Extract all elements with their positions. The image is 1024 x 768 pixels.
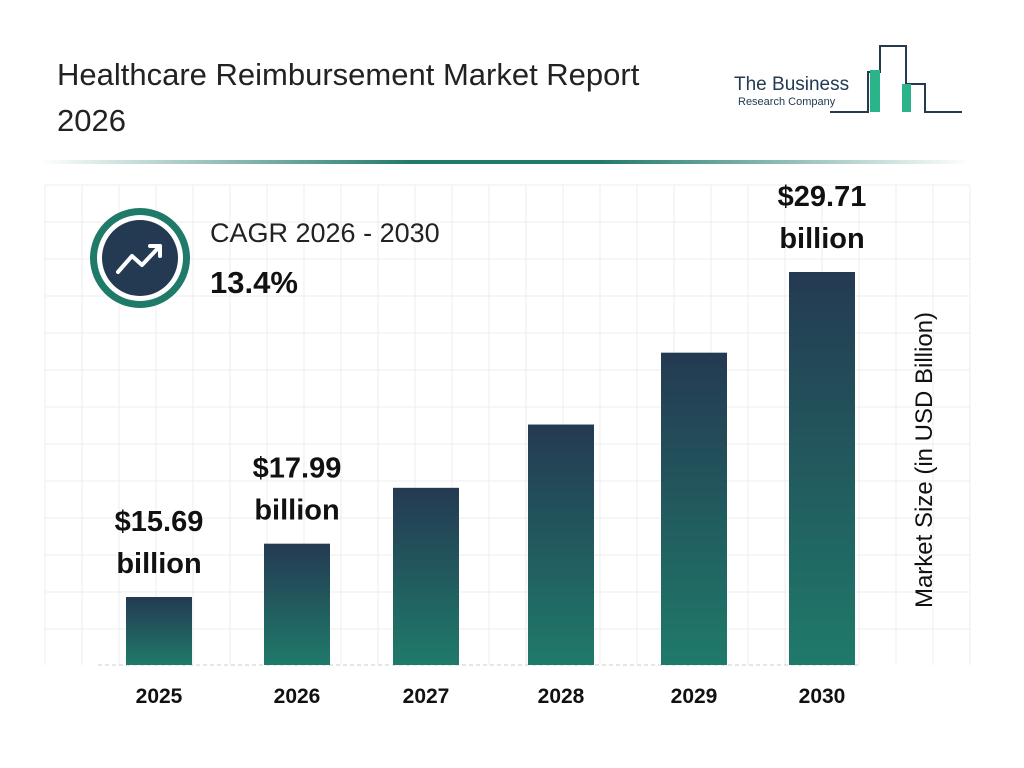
x-tick-label: 2028 xyxy=(538,685,585,708)
page-title: Healthcare Reimbursement Market Report 2… xyxy=(57,57,640,138)
company-logo: The Business Research Company xyxy=(730,42,965,117)
bar-2028 xyxy=(528,424,594,665)
bar-2026 xyxy=(264,543,330,665)
trending-up-icon xyxy=(116,244,162,274)
cagr-label: CAGR 2026 - 2030 xyxy=(210,218,440,248)
bar-2029 xyxy=(661,352,727,665)
bar-2030 xyxy=(789,272,855,665)
x-tick-label: 2026 xyxy=(274,685,321,708)
x-tick-label: 2030 xyxy=(799,685,846,708)
data-label-unit: billion xyxy=(116,548,201,580)
data-label-unit: billion xyxy=(779,223,864,255)
bar-2025 xyxy=(126,597,192,665)
x-tick-label: 2025 xyxy=(136,685,183,708)
data-label: $29.71 xyxy=(778,181,867,213)
logo-line1: The Business xyxy=(734,74,850,95)
divider xyxy=(40,160,970,164)
logo-line2: Research Company xyxy=(738,96,836,108)
x-tick-label: 2027 xyxy=(403,685,450,708)
y-axis-label: Market Size (in USD Billion) xyxy=(911,311,938,609)
x-tick-label: 2029 xyxy=(671,685,718,708)
data-label: $17.99 xyxy=(253,453,342,485)
data-label: $15.69 xyxy=(115,506,204,538)
data-label-unit: billion xyxy=(254,495,339,527)
bar-2027 xyxy=(393,487,459,665)
cagr-value: 13.4% xyxy=(210,265,298,300)
cagr-badge xyxy=(90,208,190,308)
logo-bars-icon xyxy=(830,45,962,113)
